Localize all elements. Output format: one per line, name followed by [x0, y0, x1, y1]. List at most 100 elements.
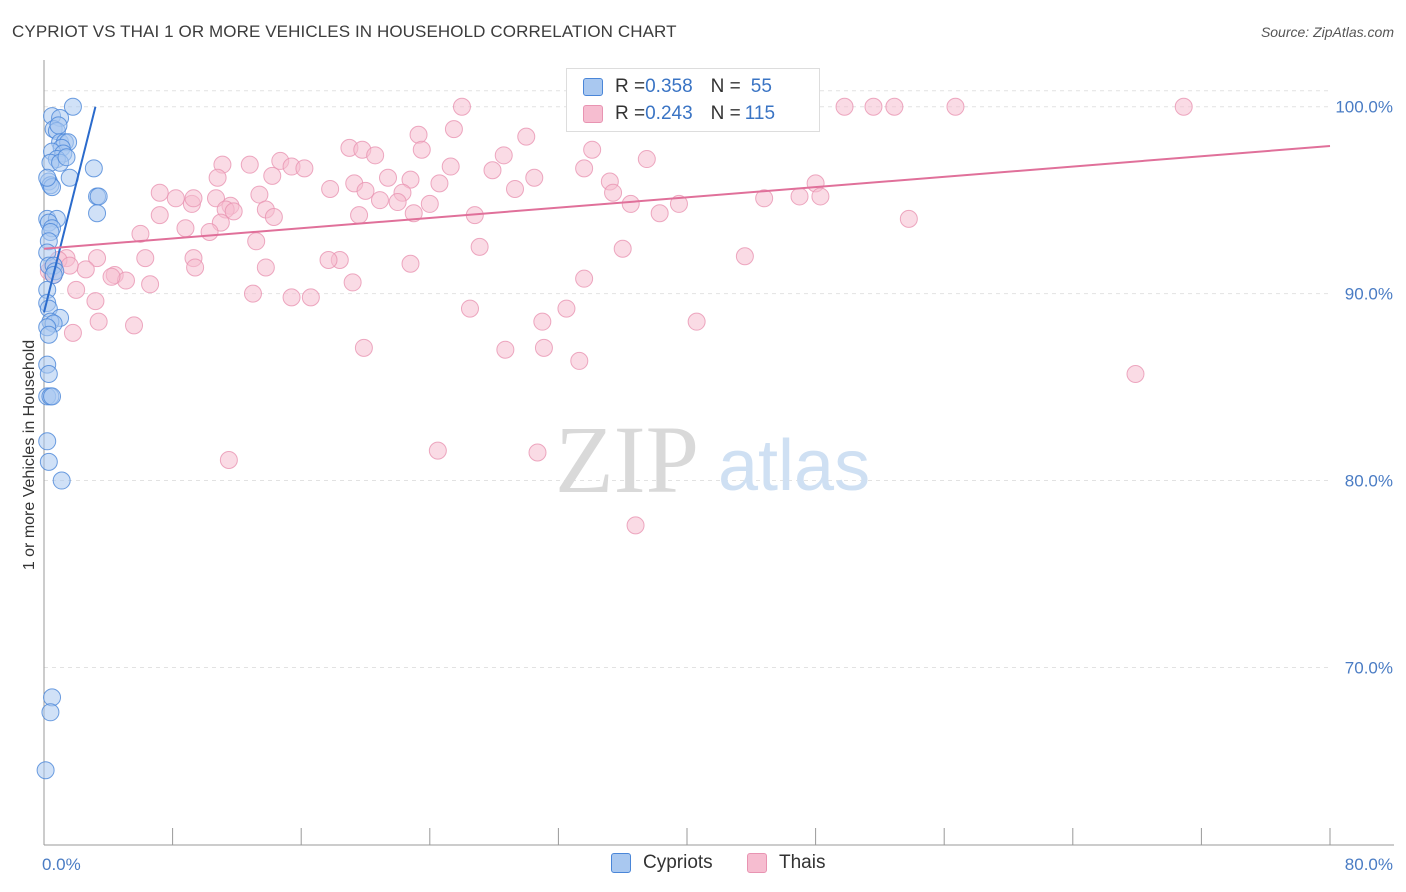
- thai-point: [483, 161, 502, 180]
- thai-point: [583, 140, 602, 159]
- thai-point: [885, 97, 904, 116]
- thais-swatch: [747, 853, 767, 873]
- thai-point: [755, 189, 774, 208]
- thai-point: [494, 146, 513, 165]
- y-tick-label: 70.0%: [1345, 658, 1393, 677]
- watermark: ZIP atlas: [555, 406, 870, 513]
- thai-point: [76, 260, 95, 279]
- legend-item-cypriots[interactable]: Cypriots: [611, 852, 713, 874]
- series-cypriots-points: [36, 97, 108, 780]
- cypriot-point: [39, 325, 58, 344]
- cypriot-point: [84, 159, 103, 178]
- thai-point: [186, 258, 205, 277]
- thai-point: [256, 258, 275, 277]
- thai-point: [63, 323, 82, 342]
- thai-point: [669, 194, 688, 213]
- thai-point: [343, 273, 362, 292]
- thai-point: [604, 183, 623, 202]
- y-tick-label: 80.0%: [1345, 472, 1393, 491]
- thai-point: [409, 125, 428, 144]
- thai-point: [356, 181, 375, 200]
- correlation-legend: R = 0.358 N = 55 R = 0.243 N = 115: [566, 68, 820, 132]
- thai-point: [379, 168, 398, 187]
- cypriot-point: [36, 761, 55, 780]
- thai-point: [89, 312, 108, 331]
- thai-point: [150, 206, 169, 225]
- cypriot-point: [39, 452, 58, 471]
- thai-point: [208, 168, 227, 187]
- cypriot-point: [39, 365, 58, 383]
- trend-line-thais: [43, 144, 1331, 250]
- thai-point: [534, 338, 553, 357]
- r-label: R =: [615, 103, 646, 124]
- thai-point: [505, 179, 524, 198]
- thai-point: [735, 247, 754, 266]
- r-label: R =: [615, 76, 646, 97]
- legend-row-thais: R = 0.243 N = 115: [583, 102, 775, 126]
- thai-point: [428, 441, 447, 460]
- thai-point: [575, 269, 594, 288]
- thai-point: [412, 140, 431, 159]
- thai-point: [835, 97, 854, 116]
- cypriot-point: [38, 168, 57, 187]
- source-label: Source: ZipAtlas.com: [1260, 24, 1394, 40]
- thai-point: [404, 204, 423, 223]
- thai-point: [470, 237, 489, 256]
- tick-labels: 70.0% 80.0% 90.0% 100.0% 0.0% 80.0%: [42, 98, 1393, 874]
- trend-lines: [43, 106, 1331, 313]
- trend-line-cypriots: [43, 106, 97, 313]
- thai-point: [67, 280, 86, 299]
- thai-point: [650, 204, 669, 223]
- series-thais-points: [39, 97, 1193, 535]
- thai-point: [790, 187, 809, 206]
- thai-point: [184, 189, 203, 208]
- cypriot-point: [43, 688, 62, 707]
- thai-point: [1174, 97, 1193, 116]
- series-legend: Cypriots Thais: [0, 852, 1406, 878]
- thai-point: [1126, 365, 1145, 383]
- cypriot-point: [63, 97, 82, 116]
- thai-point: [864, 97, 883, 116]
- cypriot-point: [43, 387, 62, 406]
- thai-point: [575, 159, 594, 178]
- thai-point: [557, 299, 576, 318]
- legend-item-thais[interactable]: Thais: [747, 852, 825, 874]
- n-label: N =: [710, 76, 741, 97]
- n-label: N =: [710, 103, 741, 124]
- thai-point: [613, 239, 632, 258]
- thai-point: [687, 312, 706, 331]
- thai-point: [637, 150, 656, 169]
- thai-point: [420, 194, 439, 213]
- thai-point: [811, 187, 830, 206]
- thai-point: [525, 168, 544, 187]
- thai-point: [240, 155, 259, 174]
- thai-point: [626, 516, 645, 535]
- thai-point: [350, 206, 369, 225]
- thai-point: [401, 170, 420, 189]
- thai-point: [136, 249, 155, 268]
- thai-point: [401, 254, 420, 273]
- thai-point: [243, 284, 262, 303]
- cypriot-point: [38, 432, 57, 451]
- cypriot-point: [41, 703, 60, 722]
- thai-point: [370, 191, 389, 210]
- thai-point: [282, 288, 301, 307]
- chart-title: CYPRIOT VS THAI 1 OR MORE VEHICLES IN HO…: [12, 22, 677, 41]
- thai-point: [319, 250, 338, 269]
- thai-point: [150, 183, 169, 202]
- thai-point: [444, 120, 463, 139]
- thai-point: [86, 292, 105, 311]
- r-value: 0.243: [645, 103, 693, 124]
- cypriot-point: [89, 187, 108, 206]
- thai-point: [263, 166, 282, 185]
- thai-point: [176, 219, 195, 238]
- cypriot-point: [57, 148, 76, 167]
- thai-point: [321, 179, 340, 198]
- thai-point: [441, 157, 460, 176]
- thai-point: [88, 249, 107, 268]
- thai-point: [946, 97, 965, 116]
- thai-point: [131, 224, 150, 243]
- y-tick-label: 100.0%: [1335, 98, 1393, 117]
- thai-point: [224, 202, 243, 221]
- cypriot-point: [49, 116, 68, 135]
